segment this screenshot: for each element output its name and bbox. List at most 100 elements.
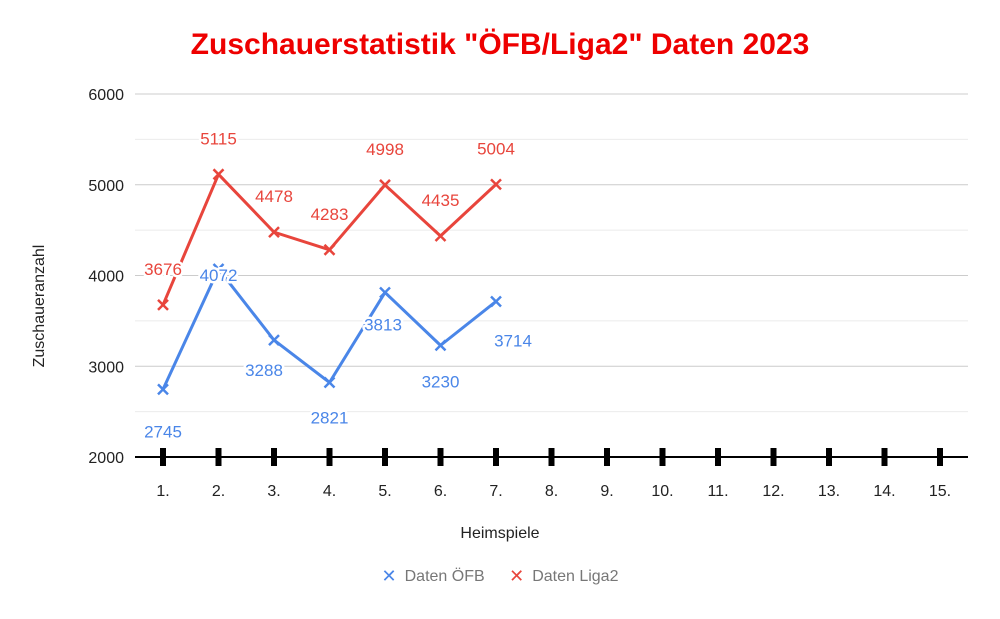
x-tick-mark bbox=[382, 448, 388, 466]
legend: ✕ Daten ÖFB ✕ Daten Liga2 bbox=[0, 566, 1000, 587]
data-point[interactable] bbox=[379, 179, 391, 191]
x-tick-mark bbox=[437, 448, 444, 466]
data-label: 5115 bbox=[200, 129, 237, 148]
x-tick-label: 14. bbox=[873, 483, 895, 500]
data-label: 3714 bbox=[494, 331, 532, 350]
point-marker bbox=[323, 376, 336, 389]
data-label: 3813 bbox=[364, 315, 402, 334]
data-point[interactable] bbox=[157, 383, 169, 396]
data-label: 4998 bbox=[366, 140, 404, 159]
x-tick-label: 12. bbox=[762, 483, 784, 500]
x-tick-label: 2. bbox=[212, 483, 225, 500]
legend-label-liga2: Daten Liga2 bbox=[532, 567, 619, 585]
data-label: 3676 bbox=[144, 260, 182, 279]
data-label: 3230 bbox=[422, 372, 460, 391]
x-tick-mark bbox=[326, 448, 333, 466]
x-tick-mark bbox=[659, 448, 666, 466]
chart-title: Zuschauerstatistik "ÖFB/Liga2" Daten 202… bbox=[190, 28, 810, 61]
data-label-halo: 3714 bbox=[494, 331, 532, 350]
x-tick-label: 15. bbox=[929, 483, 951, 500]
x-tick-label: 8. bbox=[545, 483, 558, 500]
x-tick-label: 3. bbox=[267, 483, 280, 500]
y-tick-label: 6000 bbox=[88, 87, 124, 104]
data-label-halo: 5115 bbox=[200, 129, 237, 148]
data-label-halo: 3676 bbox=[144, 260, 182, 279]
point-marker bbox=[490, 295, 502, 308]
x-tick-mark bbox=[160, 448, 166, 466]
x-tick-label: 1. bbox=[156, 483, 169, 500]
data-label-halo: 3813 bbox=[364, 315, 402, 334]
data-label-halo: 4283 bbox=[311, 205, 349, 224]
x-tick-label: 10. bbox=[651, 483, 673, 500]
data-label: 4478 bbox=[255, 187, 293, 206]
data-label-halo: 4072 bbox=[200, 266, 238, 285]
x-tick-mark bbox=[881, 448, 888, 466]
x-tick-mark bbox=[937, 448, 943, 466]
data-point[interactable] bbox=[212, 168, 225, 181]
data-point[interactable] bbox=[323, 243, 336, 256]
legend-marker-icon: ✕ bbox=[509, 566, 525, 586]
x-tick-mark bbox=[826, 448, 832, 466]
x-axis-label: Heimspiele bbox=[460, 525, 540, 542]
data-label: 2821 bbox=[311, 408, 349, 427]
y-tick-label: 5000 bbox=[88, 178, 124, 195]
point-marker bbox=[157, 383, 169, 396]
x-tick-mark bbox=[271, 448, 277, 466]
point-marker bbox=[323, 243, 336, 256]
x-tick-label: 5. bbox=[378, 483, 391, 500]
data-point[interactable] bbox=[157, 299, 169, 311]
x-tick-mark bbox=[493, 448, 499, 466]
data-point[interactable] bbox=[490, 295, 502, 308]
legend-marker-icon: ✕ bbox=[381, 566, 397, 586]
x-tick-label: 9. bbox=[600, 483, 613, 500]
y-tick-label: 3000 bbox=[88, 359, 124, 376]
legend-item-oefb[interactable]: ✕ Daten ÖFB bbox=[382, 566, 485, 587]
data-point[interactable] bbox=[379, 286, 391, 299]
data-label-halo: 4478 bbox=[255, 187, 293, 206]
x-tick-mark bbox=[548, 448, 555, 466]
data-label: 4283 bbox=[311, 205, 349, 224]
data-label: 4435 bbox=[422, 191, 460, 210]
x-tick-label: 13. bbox=[818, 483, 840, 500]
x-tick-mark bbox=[770, 448, 777, 466]
x-tick-mark bbox=[715, 448, 721, 466]
data-label-halo: 4998 bbox=[366, 140, 404, 159]
data-point[interactable] bbox=[490, 178, 502, 191]
point-marker bbox=[434, 230, 447, 242]
y-tick-label: 4000 bbox=[88, 269, 124, 286]
data-label: 3288 bbox=[245, 361, 283, 380]
point-marker bbox=[212, 168, 225, 181]
data-point[interactable] bbox=[323, 376, 336, 389]
x-tick-label: 7. bbox=[489, 483, 502, 500]
y-tick-label: 2000 bbox=[88, 450, 124, 467]
point-marker bbox=[379, 286, 391, 299]
point-marker bbox=[379, 179, 391, 191]
data-label-halo: 3288 bbox=[245, 361, 283, 380]
x-tick-mark bbox=[604, 448, 610, 466]
data-point[interactable] bbox=[212, 263, 225, 275]
x-tick-mark bbox=[215, 448, 222, 466]
data-label: 2745 bbox=[144, 422, 182, 441]
x-tick-label: 11. bbox=[707, 483, 728, 500]
legend-label-oefb: Daten ÖFB bbox=[404, 567, 485, 585]
data-point[interactable] bbox=[434, 339, 447, 352]
legend-item-liga2[interactable]: ✕ Daten Liga2 bbox=[509, 566, 618, 587]
point-marker bbox=[212, 263, 225, 275]
data-point[interactable] bbox=[268, 334, 280, 346]
data-label: 4072 bbox=[200, 266, 238, 285]
data-point[interactable] bbox=[434, 230, 447, 242]
point-marker bbox=[268, 334, 280, 346]
series-line-0 bbox=[161, 267, 497, 391]
x-tick-label: 4. bbox=[323, 483, 336, 500]
point-marker bbox=[268, 226, 280, 239]
data-label-halo: 3230 bbox=[422, 372, 460, 391]
data-label-halo: 2821 bbox=[311, 408, 349, 427]
x-tick-label: 6. bbox=[434, 483, 447, 500]
data-label-halo: 4435 bbox=[422, 191, 460, 210]
point-marker bbox=[490, 178, 502, 191]
data-point[interactable] bbox=[268, 226, 280, 239]
data-label: 5004 bbox=[477, 139, 515, 158]
data-label-halo: 2745 bbox=[144, 422, 182, 441]
point-marker bbox=[157, 299, 169, 311]
